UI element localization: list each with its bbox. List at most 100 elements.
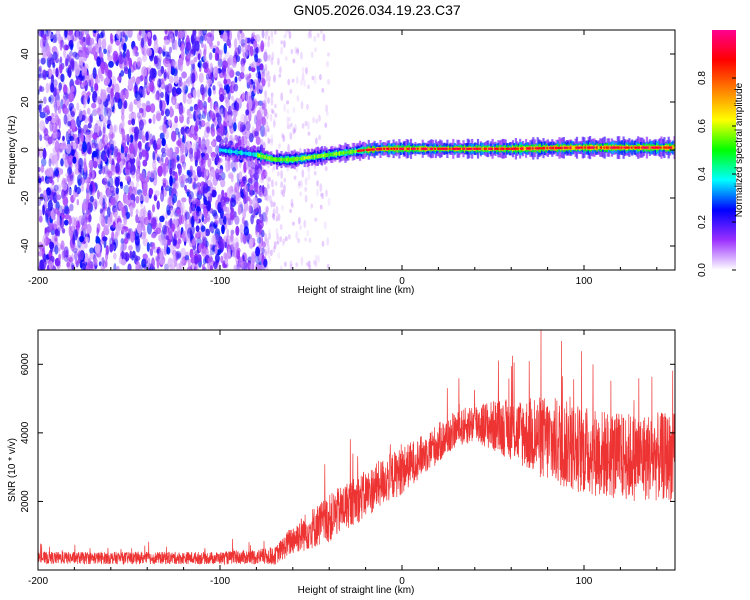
spectrogram-noise-cell (196, 88, 201, 99)
spectrogram-noise-cell (38, 74, 41, 81)
colorbar-tick-label: 0.2 (697, 215, 708, 229)
spectrogram-noise-cell (129, 250, 133, 259)
spectrogram-noise-cell (88, 159, 94, 170)
spectrogram-ridge-cell (427, 146, 430, 151)
spectrogram-noise-cell (51, 117, 56, 124)
spectrogram-fringe-cell (287, 78, 291, 86)
spectrogram-ridge-cell (289, 157, 292, 162)
spectrogram-noise-cell (54, 244, 59, 255)
spectrogram-ridge-cell (236, 150, 239, 154)
spectrogram-noise-cell (61, 205, 65, 215)
spectrogram-noise-cell (76, 40, 80, 50)
spectrogram-noise-cell (66, 261, 71, 268)
spectrogram-noise-cell (222, 60, 228, 69)
spectrogram-noise-cell (148, 75, 153, 83)
spectrogram-noise-cell (206, 72, 210, 81)
spectrogram-fringe-cell (290, 198, 294, 207)
spectrogram-noise-cell (222, 34, 228, 42)
spectrogram-noise-cell (104, 134, 109, 145)
spectrogram-noise-cell (254, 130, 259, 137)
spectrogram-noise-cell (47, 115, 52, 122)
spectrogram-fringe-cell (314, 47, 317, 53)
spectrogram-fringe-cell (314, 217, 318, 222)
spectrogram-noise-cell (78, 61, 83, 71)
colorbar-label: Normalized spectral amplitude (734, 82, 745, 217)
spectrogram-ridge-cell (274, 157, 277, 162)
spectrogram-ridge-cell (344, 151, 347, 154)
spectrogram-noise-cell (252, 196, 258, 209)
spectrogram-noise-cell (241, 124, 246, 132)
spectrogram-fringe-cell (295, 76, 299, 84)
spectrogram-noise-cell (248, 169, 253, 176)
spectrogram-noise-cell (162, 224, 167, 235)
spectrogram-fringe-cell (265, 216, 268, 226)
spectrogram-noise-cell (177, 57, 184, 67)
spectrogram-ridge-cell (296, 157, 299, 161)
spectrogram-noise-cell (201, 236, 207, 247)
spectrogram-noise-cell (197, 113, 204, 120)
spectrogram-noise-cell (220, 255, 224, 264)
spectrogram-noise-cell (92, 46, 96, 56)
spectrogram-ridge-cell (329, 152, 333, 157)
spectrogram-noise-cell (62, 152, 68, 161)
spectrogram-noise-cell (255, 246, 261, 257)
spectrogram-noise-cell (57, 105, 62, 114)
spectrogram-noise-cell (192, 181, 196, 190)
spectrogram-noise-cell (186, 140, 191, 150)
spectrogram-ridge-cell (245, 151, 248, 156)
spectrogram-noise-cell (154, 167, 158, 173)
spectrogram-noise-cell (63, 91, 69, 101)
spectrogram-ridge-cell (265, 156, 268, 159)
spectrogram-fringe-cell (271, 179, 274, 188)
spectrogram-noise-cell (202, 181, 208, 188)
spectrogram-fringe-cell (264, 30, 268, 40)
spectrogram-ridge-cell (262, 155, 266, 159)
spectrogram-noise-cell (246, 196, 251, 202)
spectrogram-noise-cell (43, 96, 47, 105)
spectrogram-noise-cell (53, 184, 59, 192)
spectrogram-noise-cell (167, 238, 171, 246)
spectrogram-noise-cell (174, 102, 179, 110)
spectrogram-noise-cell (178, 106, 184, 115)
spectrogram-ridge-cell (337, 152, 340, 156)
spectrogram-fringe-cell (274, 103, 277, 109)
spectrogram-noise-cell (112, 203, 116, 215)
spectrogram-noise-cell (135, 90, 141, 102)
spectrogram-noise-cell (58, 118, 61, 130)
spectrogram-noise-cell (160, 109, 165, 116)
spectrogram-noise-cell (175, 218, 179, 227)
spectrogram-fringe-cell (268, 255, 272, 265)
spectrogram-noise-cell (181, 142, 185, 154)
spectrogram-fringe-cell (313, 170, 317, 176)
spectrogram-noise-cell (215, 145, 220, 155)
spectrogram-noise-cell (261, 184, 265, 194)
spectrogram-noise-cell (233, 122, 237, 132)
spectrogram-noise-cell (114, 83, 120, 94)
spectrogram-noise-cell (189, 147, 194, 155)
spectrogram-noise-cell (127, 67, 132, 80)
spectrogram-noise-cell (45, 117, 49, 125)
spectrogram-noise-cell (92, 132, 98, 140)
spectrogram-noise-cell (52, 67, 56, 75)
spectrogram-fringe-cell (307, 173, 311, 181)
spectrogram-noise-cell (74, 30, 81, 38)
spectrogram-noise-cell (191, 239, 196, 246)
spectrogram-fringe-cell (292, 221, 295, 226)
spectrogram-fringe-cell (271, 213, 275, 219)
spectrogram-noise-cell (58, 144, 64, 154)
spectrogram-noise-cell (134, 255, 141, 261)
spectrogram-noise-cell (206, 36, 211, 45)
spectrogram-fringe-cell (280, 46, 283, 55)
spectrogram-noise-cell (226, 228, 230, 238)
spectrogram-noise-cell (192, 207, 197, 217)
spectrogram-noise-cell (95, 96, 101, 104)
spectrogram-noise-cell (151, 242, 156, 250)
spectrogram-noise-cell (177, 252, 181, 259)
spectrogram-noise-cell (94, 243, 101, 254)
spectrogram-noise-cell (96, 227, 99, 236)
spectrogram-noise-cell (180, 247, 186, 259)
spectrogram-noise-cell (67, 30, 73, 36)
spectrogram-noise-cell (90, 263, 94, 270)
spectrogram-noise-cell (196, 148, 201, 160)
snr-y-tick-label: 2000 (20, 490, 31, 513)
